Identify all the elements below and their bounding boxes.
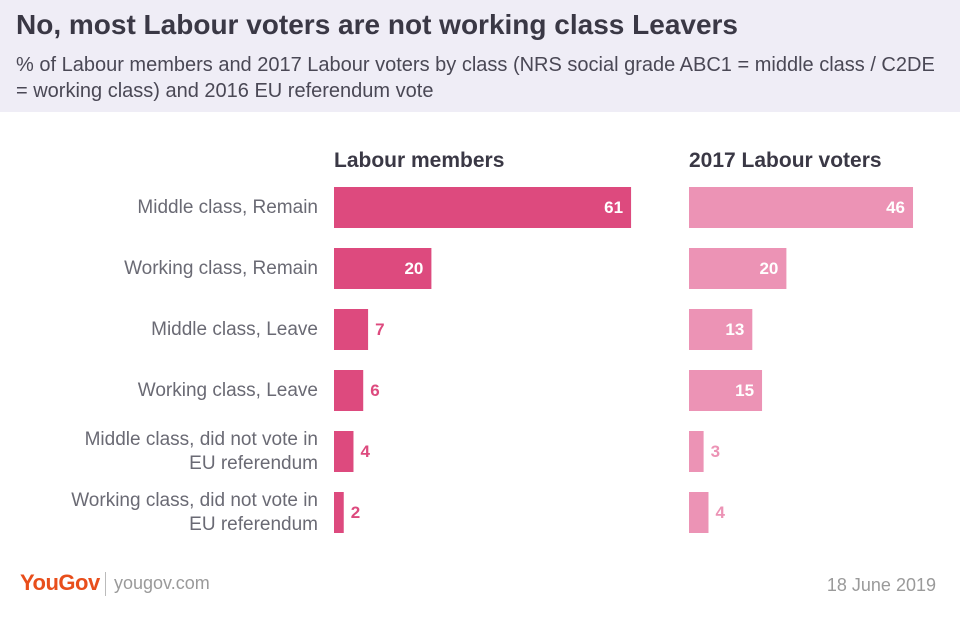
data-label: 2 xyxy=(351,503,360,522)
data-label: 61 xyxy=(604,198,623,217)
bar xyxy=(689,431,704,472)
data-label: 3 xyxy=(711,442,720,461)
bar xyxy=(689,248,787,289)
bar xyxy=(689,187,914,228)
category-label: Middle class, Leave xyxy=(151,319,318,340)
category-label: Working class, Leave xyxy=(138,380,318,401)
data-label: 6 xyxy=(370,381,379,400)
category-label: Middle class, did not vote in xyxy=(85,429,318,450)
data-label: 4 xyxy=(715,503,725,522)
bar xyxy=(689,492,709,533)
footer-date: 18 June 2019 xyxy=(826,575,936,595)
data-label: 15 xyxy=(735,381,754,400)
yougov-logo: YouGov xyxy=(20,570,100,595)
data-label: 20 xyxy=(404,259,423,278)
category-label: Working class, Remain xyxy=(124,258,318,279)
data-label: 46 xyxy=(886,198,905,217)
series-header: Labour members xyxy=(334,149,504,172)
bar xyxy=(334,431,354,472)
bar xyxy=(334,187,632,228)
data-label: 20 xyxy=(759,259,778,278)
series-header: 2017 Labour voters xyxy=(689,149,882,172)
chart-subtitle: % of Labour members and 2017 Labour vote… xyxy=(16,54,935,102)
bar xyxy=(334,248,432,289)
category-label: EU referendum xyxy=(189,453,318,474)
bar xyxy=(689,370,763,411)
category-label: Middle class, Remain xyxy=(137,197,318,218)
bar xyxy=(334,492,344,533)
footer-url: yougov.com xyxy=(114,573,210,593)
data-label: 7 xyxy=(375,320,384,339)
category-label: EU referendum xyxy=(189,514,318,535)
bar-chart: Middle class, Remain Working class, Remai… xyxy=(71,149,914,535)
footer-divider xyxy=(105,572,106,596)
data-label: 4 xyxy=(360,442,370,461)
data-label: 13 xyxy=(725,320,744,339)
category-label: Working class, did not vote in xyxy=(71,490,318,511)
bar xyxy=(334,370,364,411)
header-band: No, most Labour voters are not working c… xyxy=(0,0,960,112)
chart-title: No, most Labour voters are not working c… xyxy=(16,9,738,40)
bar xyxy=(689,309,753,350)
bar xyxy=(334,309,369,350)
